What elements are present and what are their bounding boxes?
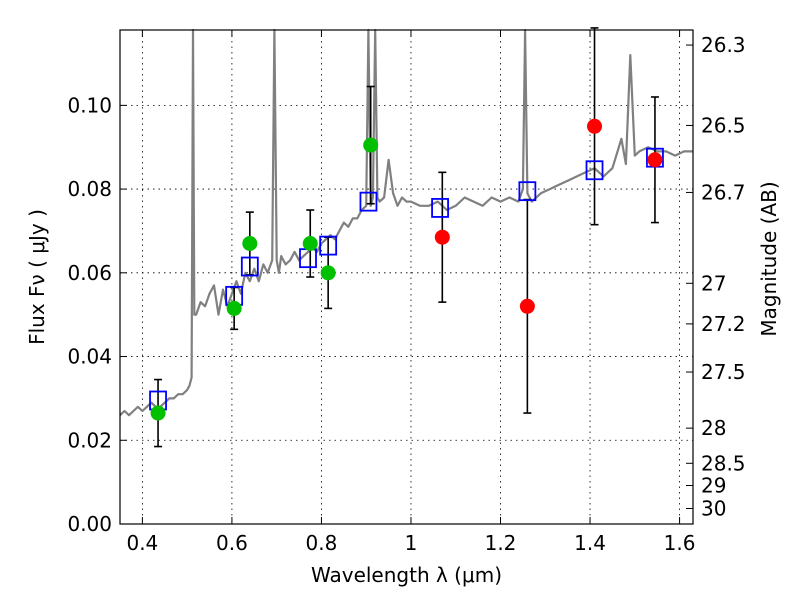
right-axis-title: Magnitude (AB)	[757, 181, 781, 336]
grid-lines	[120, 30, 693, 525]
green-point	[242, 236, 258, 252]
right-tick-label: 26.7	[701, 180, 746, 204]
right-tick-label: 30	[701, 497, 726, 521]
square-marker	[518, 181, 537, 202]
green-point	[302, 236, 318, 252]
right-tick-label: 28.5	[701, 451, 746, 475]
red-point	[519, 298, 535, 314]
y-tick-label: 0.06	[67, 261, 112, 285]
green-point	[363, 137, 379, 153]
y-tick-label: 0.10	[67, 93, 112, 117]
x-tick-label: 0.4	[126, 531, 158, 555]
right-tick-label: 28	[701, 416, 726, 440]
right-tick-label: 27.5	[701, 360, 746, 384]
y-tick-label: 0.08	[67, 177, 112, 201]
right-tick-label: 26.3	[701, 33, 746, 57]
x-tick-label: 0.6	[216, 531, 248, 555]
green-point	[150, 405, 166, 421]
square-marker	[240, 256, 259, 277]
spectrum-line	[119, 28, 693, 417]
plot-frame	[119, 29, 694, 525]
x-tick-label: 1	[405, 531, 418, 555]
right-tick-label: 29	[701, 473, 726, 497]
data-markers	[149, 118, 664, 421]
right-tick-label: 27.2	[701, 312, 746, 336]
y-tick-label: 0.02	[67, 428, 112, 452]
green-point	[320, 265, 336, 281]
square-marker	[319, 235, 338, 256]
x-axis-title: Wavelength λ (μm)	[311, 563, 502, 587]
green-point	[226, 300, 242, 316]
right-tick-label: 26.5	[701, 113, 746, 137]
right-tick-label: 27	[701, 271, 726, 295]
x-tick-label: 1.4	[574, 531, 606, 555]
x-tick-label: 1.2	[485, 531, 517, 555]
y-tick-label: 0.00	[67, 512, 112, 536]
error-bars	[154, 27, 659, 448]
y-tick-labels: 0.00 0.02 0.04 0.06 0.08 0.10	[67, 93, 112, 536]
y-tick-label: 0.04	[67, 345, 112, 369]
x-tick-label: 1.6	[664, 531, 696, 555]
square-marker	[585, 160, 604, 181]
model-spectrum	[119, 28, 693, 417]
square-marker	[359, 191, 378, 212]
red-point	[647, 152, 663, 168]
red-point	[434, 229, 450, 245]
x-tick-labels: 0.4 0.6 0.8 1 1.2 1.4 1.6	[126, 531, 695, 555]
y-axis-title: Flux Fν ( μJy )	[25, 209, 49, 345]
x-tick-label: 0.8	[306, 531, 338, 555]
red-point	[587, 118, 603, 134]
square-marker	[431, 198, 449, 218]
axis-ticks	[120, 30, 693, 525]
